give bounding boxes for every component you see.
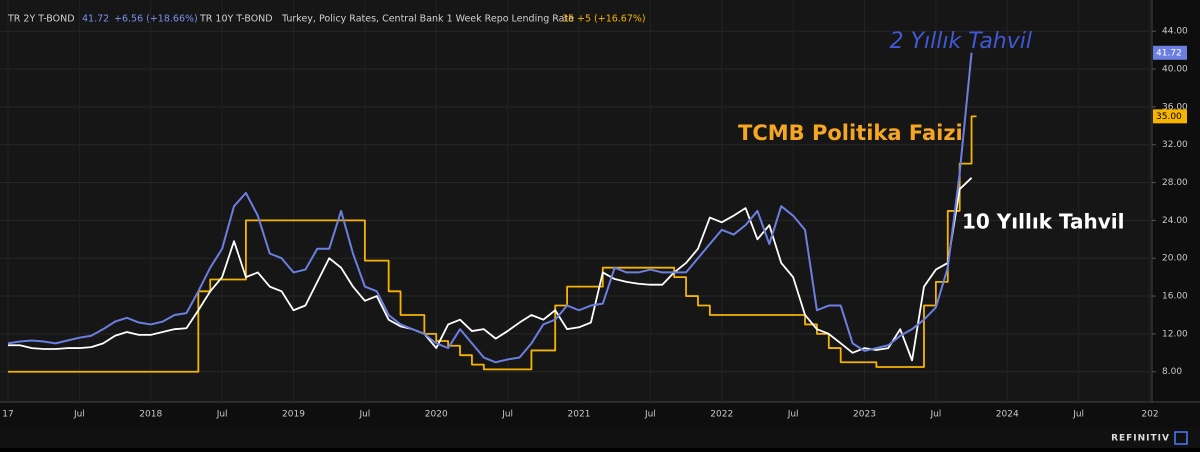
y-tick-label: 28.00 xyxy=(1162,178,1188,188)
annotation: 10 Yıllık Tahvil xyxy=(962,210,1125,234)
plot-area xyxy=(0,0,1152,402)
series-line xyxy=(7,52,973,364)
x-tick-label: Jul xyxy=(216,410,228,420)
legend-value: 41.72 xyxy=(82,14,109,25)
x-tick-label: 2019 xyxy=(282,410,305,420)
logo xyxy=(1174,431,1188,445)
x-tick-label: 202 xyxy=(1141,410,1158,420)
x-tick-label: Jul xyxy=(501,410,513,420)
x-tick-label: Jul xyxy=(358,410,370,420)
x-tick-label: Jul xyxy=(73,410,85,420)
x-tick-label: 2020 xyxy=(425,410,448,420)
legend-entry: TR 10Y T-BOND xyxy=(199,14,273,25)
legend-change: +5 (+16.67%) xyxy=(577,14,646,25)
legend-entry: Turkey, Policy Rates, Central Bank 1 Wee… xyxy=(281,14,574,25)
y-tick-label: 12.00 xyxy=(1162,329,1188,339)
y-tick-label: 24.00 xyxy=(1162,216,1188,226)
y-tick-label: 36.00 xyxy=(1162,102,1188,112)
x-tick-label: Jul xyxy=(644,410,656,420)
x-tick-label: Jul xyxy=(929,410,941,420)
series-line xyxy=(8,177,973,362)
price-tag-label: 41.72 xyxy=(1156,48,1182,58)
legend-entry: TR 2Y T-BOND xyxy=(7,14,75,25)
x-tick-label: 2023 xyxy=(853,410,876,420)
y-tick-label: 44.00 xyxy=(1162,27,1188,37)
x-tick-label: 2024 xyxy=(996,410,1019,420)
y-tick-label: 32.00 xyxy=(1162,140,1188,150)
x-tick-label: 2018 xyxy=(139,410,162,420)
source: REFINITIV xyxy=(1111,434,1170,444)
y-tick-label: 16.00 xyxy=(1162,292,1188,302)
series-line xyxy=(8,115,977,373)
x-tick-label: Jul xyxy=(1072,410,1084,420)
x-tick-label: 17 xyxy=(2,410,13,420)
legend-change: +6.56 (+18.66%) xyxy=(114,14,198,25)
annotation: 2 Yıllık Tahvil xyxy=(890,29,1032,54)
annotation: TCMB Politika Faizi xyxy=(738,121,963,145)
y-tick-label: 8.00 xyxy=(1162,367,1182,377)
price-tag xyxy=(1153,45,1187,60)
x-tick-label: Jul xyxy=(787,410,799,420)
footer xyxy=(0,428,1200,448)
x-tick-label: 2022 xyxy=(710,410,733,420)
legend-value: 35 xyxy=(562,14,574,25)
y-tick-label: 40.00 xyxy=(1162,65,1188,75)
x-tick-label: 2021 xyxy=(568,410,591,420)
price-tag xyxy=(1153,109,1187,124)
price-tag-label: 35.00 xyxy=(1156,112,1182,122)
y-tick-label: 20.00 xyxy=(1162,254,1188,264)
